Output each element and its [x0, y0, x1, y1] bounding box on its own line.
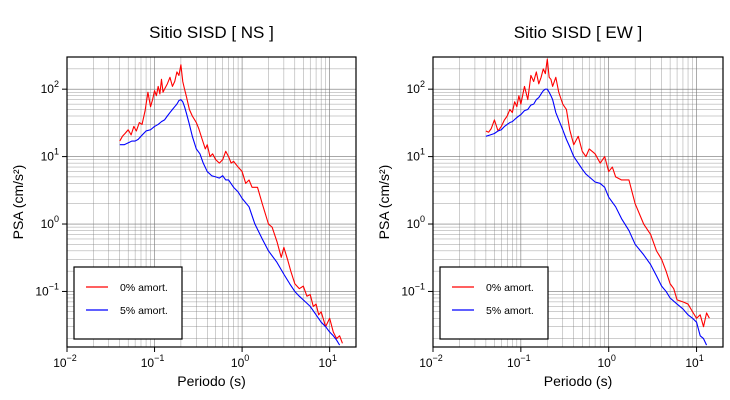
series-line-damping-0 — [119, 64, 343, 344]
legend-label: 5% amort. — [120, 305, 168, 317]
chart-panel-ns: 10−2 10−1 100 101 10−1 100 101 102 Sitio SISD [ … — [10, 23, 357, 389]
plot-frame-ns — [66, 56, 357, 348]
legend-ns: 0% amort. 5% amort. — [73, 266, 183, 340]
series-group-ew — [485, 58, 710, 346]
chart-panel-ew: 10−2 10−1 100 101 10−1 100 101 102 Sitio SISD [ … — [376, 23, 724, 389]
x-tick-label: 10−1 — [507, 353, 531, 370]
chart-title: Sitio SISD [ EW ] — [514, 23, 642, 42]
x-tick-label: 10−2 — [53, 353, 77, 370]
x-tick-label: 100 — [598, 353, 616, 370]
series-group-ns — [119, 64, 343, 346]
y-tick-label: 101 — [41, 147, 59, 164]
y-tick-label: 10−1 — [35, 281, 59, 298]
y-tick-label: 100 — [407, 214, 425, 231]
legend-box — [439, 266, 549, 340]
x-tick-label: 101 — [318, 353, 336, 370]
x-axis-label: Periodo (s) — [544, 373, 612, 389]
series-line-damping-0 — [485, 58, 710, 328]
chart-title: Sitio SISD [ NS ] — [149, 23, 274, 42]
y-tick-label: 102 — [41, 79, 59, 96]
x-tick-label: 10−2 — [419, 353, 443, 370]
y-tick-label: 10−1 — [401, 281, 425, 298]
series-line-damping-5 — [119, 99, 341, 346]
legend-label: 5% amort. — [486, 305, 534, 317]
y-tick-label: 102 — [407, 79, 425, 96]
y-axis-label: PSA (cm/s²) — [376, 165, 392, 240]
series-line-damping-5 — [485, 88, 708, 346]
legend-box — [73, 266, 183, 340]
x-tick-label: 10−1 — [141, 353, 165, 370]
plot-frame-ew — [432, 56, 724, 348]
legend-label: 0% amort. — [486, 282, 534, 294]
y-tick-label: 101 — [407, 147, 425, 164]
x-axis-label: Periodo (s) — [177, 373, 245, 389]
x-tick-label: 101 — [685, 353, 703, 370]
grid-ns — [66, 56, 357, 347]
y-tick-label: 100 — [41, 214, 59, 231]
x-tick-label: 100 — [231, 353, 249, 370]
legend-ew: 0% amort. 5% amort. — [439, 266, 549, 340]
y-axis-label: PSA (cm/s²) — [10, 165, 26, 240]
legend-label: 0% amort. — [120, 282, 168, 294]
